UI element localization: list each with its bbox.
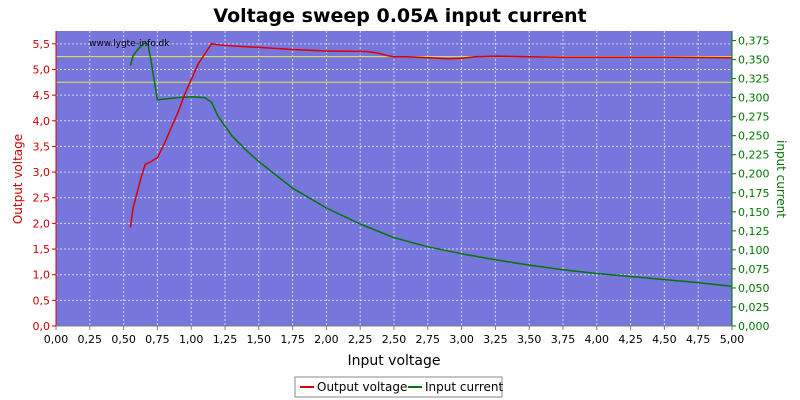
x-tick-label: 0,75 <box>145 333 170 346</box>
right-axis-ticks: 0,000 0,025 0,050 0,075 0,100 0,125 0,150 0,175… <box>732 35 770 333</box>
left-tick-label: 1,0 <box>33 269 51 282</box>
right-tick-label: 0,250 <box>738 130 770 143</box>
chart-title: Voltage sweep 0.05A input current <box>213 5 586 27</box>
right-tick-label: 0,300 <box>738 92 770 105</box>
x-tick-label: 4,00 <box>585 333 610 346</box>
right-tick-label: 0,225 <box>738 149 770 162</box>
x-tick-label: 0,50 <box>111 333 136 346</box>
x-tick-label: 2,50 <box>382 333 407 346</box>
x-tick-label: 3,00 <box>449 333 474 346</box>
right-tick-label: 0,075 <box>738 263 770 276</box>
right-tick-label: 0,350 <box>738 54 770 67</box>
left-tick-label: 3,0 <box>33 166 51 179</box>
right-tick-label: 0,125 <box>738 225 770 238</box>
left-tick-label: 4,0 <box>33 115 51 128</box>
x-tick-label: 4,75 <box>686 333 711 346</box>
left-tick-label: 5,5 <box>33 38 51 51</box>
x-tick-label: 2,75 <box>416 333 441 346</box>
x-tick-label: 3,50 <box>517 333 542 346</box>
x-tick-label: 1,00 <box>179 333 204 346</box>
left-tick-label: 2,0 <box>33 217 51 230</box>
series-line-input-current <box>129 42 733 288</box>
x-tick-label: 1,75 <box>280 333 305 346</box>
right-axis-title: input current <box>774 140 788 218</box>
x-tick-label: 2,25 <box>348 333 373 346</box>
right-tick-label: 0,325 <box>738 73 770 86</box>
left-tick-label: 1,5 <box>33 243 51 256</box>
x-tick-label: 0,25 <box>78 333 103 346</box>
x-tick-label: 1,50 <box>247 333 272 346</box>
right-tick-label: 0,375 <box>738 35 770 48</box>
x-tick-label: 3,75 <box>551 333 576 346</box>
x-tick-label: 3,25 <box>483 333 508 346</box>
legend-label-input-current: Input current <box>425 380 503 394</box>
x-tick-label: 4,25 <box>618 333 643 346</box>
left-tick-label: 5,0 <box>33 63 51 76</box>
x-axis-ticks: 0,00 0,25 0,50 0,75 1,00 1,25 1,50 1,75 2,00 2,25… <box>44 326 745 346</box>
right-tick-label: 0,175 <box>738 187 770 200</box>
left-axis-title: Output voltage <box>11 134 25 224</box>
x-tick-label: 5,00 <box>720 333 745 346</box>
right-tick-label: 0,050 <box>738 282 770 295</box>
legend-label-output-voltage: Output voltage <box>317 380 407 394</box>
right-tick-label: 0,275 <box>738 111 770 124</box>
x-tick-label: 4,50 <box>652 333 677 346</box>
left-tick-label: 4,5 <box>33 89 51 102</box>
x-tick-label: 2,00 <box>314 333 339 346</box>
left-axis-ticks: 0,0 0,5 1,0 1,5 2,0 2,5 3,0 3,5 4,0 4,5 5,0 5,5 <box>33 38 56 333</box>
x-tick-label: 1,25 <box>213 333 238 346</box>
watermark: www.lygte-info.dk <box>89 39 170 49</box>
right-tick-label: 0,200 <box>738 168 770 181</box>
legend: Output voltage Input current <box>294 376 503 398</box>
x-axis-title: Input voltage <box>347 353 440 369</box>
left-tick-label: 2,5 <box>33 192 51 205</box>
left-tick-label: 0,5 <box>33 294 51 307</box>
legend-box <box>294 376 503 398</box>
right-tick-label: 0,025 <box>738 301 770 314</box>
series-layer <box>129 42 733 288</box>
x-tick-label: 0,00 <box>44 333 69 346</box>
left-tick-label: 3,5 <box>33 140 51 153</box>
right-tick-label: 0,150 <box>738 206 770 219</box>
right-tick-label: 0,000 <box>738 320 770 333</box>
series-line-output-voltage <box>129 43 733 228</box>
right-tick-label: 0,100 <box>738 244 770 257</box>
left-tick-label: 0,0 <box>33 320 51 333</box>
